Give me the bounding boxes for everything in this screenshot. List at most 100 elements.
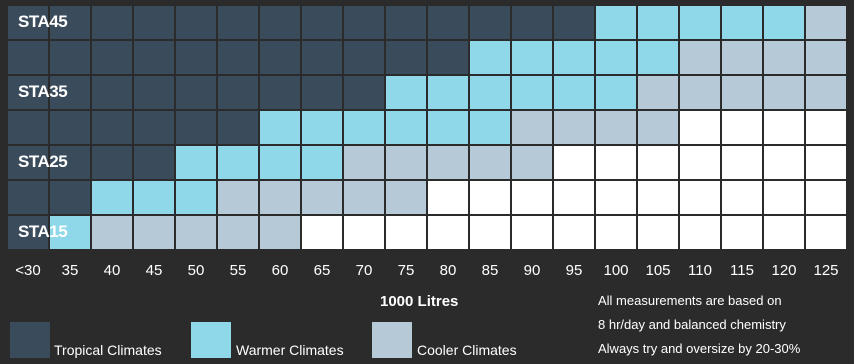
heatmap-cell: [8, 216, 48, 249]
heatmap-cell: [596, 41, 636, 74]
heatmap-cell: [512, 216, 552, 249]
heatmap-cell: [92, 181, 132, 214]
heatmap-cell: [764, 146, 804, 179]
heatmap-cell: [512, 76, 552, 109]
heatmap-cell: [260, 41, 300, 74]
heatmap-cell: [428, 76, 468, 109]
heatmap-cell: [8, 6, 48, 39]
heatmap-cell: [260, 146, 300, 179]
heatmap-cell: [428, 146, 468, 179]
heatmap-cell: [470, 111, 510, 144]
heatmap-cell: [428, 216, 468, 249]
heatmap-cell: [134, 111, 174, 144]
heatmap-cell: [260, 181, 300, 214]
heatmap-cell: [386, 6, 426, 39]
heatmap-cell: [176, 111, 216, 144]
heatmap-cell: [260, 76, 300, 109]
heatmap-cell: [8, 111, 48, 144]
x-tick-label: 80: [439, 262, 457, 279]
heatmap-cell: [92, 41, 132, 74]
heatmap-cell: [722, 146, 762, 179]
heatmap-cell: [386, 111, 426, 144]
heatmap-cell: [218, 216, 258, 249]
heatmap-cell: [218, 76, 258, 109]
heatmap-cell: [470, 6, 510, 39]
heatmap-cell: [344, 181, 384, 214]
note-line-1: All measurements are based on: [598, 293, 782, 308]
heatmap-cell: [386, 216, 426, 249]
heatmap-cell: [386, 41, 426, 74]
heatmap-cell: [554, 41, 594, 74]
heatmap-cell: [8, 76, 48, 109]
heatmap-cell: [344, 146, 384, 179]
heatmap-cell: [176, 181, 216, 214]
heatmap-cell: [134, 146, 174, 179]
heatmap-cell: [386, 181, 426, 214]
heatmap-cell: [638, 181, 678, 214]
row-label-sta25: STA25: [18, 152, 68, 171]
x-tick-label: 40: [103, 262, 121, 279]
row-label-sta45: STA45: [18, 12, 68, 31]
heatmap-cell: [638, 111, 678, 144]
heatmap-cell: [92, 146, 132, 179]
heatmap-cell: [806, 111, 846, 144]
heatmap-cell: [92, 111, 132, 144]
heatmap-cell: [218, 41, 258, 74]
heatmap-cell: [428, 181, 468, 214]
heatmap-cell: [218, 181, 258, 214]
heatmap-cell: [596, 76, 636, 109]
heatmap-cell: [470, 146, 510, 179]
heatmap-cell: [764, 216, 804, 249]
heatmap-cell: [50, 41, 90, 74]
x-tick-label: 55: [229, 262, 247, 279]
note-line-2: 8 hr/day and balanced chemistry: [598, 317, 786, 332]
heatmap-cell: [722, 6, 762, 39]
heatmap-cell: [554, 111, 594, 144]
heatmap-cell: [680, 111, 720, 144]
heatmap-cell: [554, 216, 594, 249]
legend-label-warmer: Warmer Climates: [236, 342, 344, 358]
x-tick-label: 100: [603, 262, 629, 279]
x-tick-label: 115: [730, 262, 754, 279]
heatmap-cell: [806, 181, 846, 214]
x-tick-label: 125: [813, 262, 839, 279]
heatmap-cell: [512, 111, 552, 144]
heatmap-cell: [50, 181, 90, 214]
heatmap-cell: [722, 111, 762, 144]
heatmap-cell: [302, 181, 342, 214]
heatmap-cell: [428, 6, 468, 39]
heatmap-cell: [638, 216, 678, 249]
heatmap-cell: [680, 6, 720, 39]
heatmap-cell: [134, 6, 174, 39]
heatmap-cell: [806, 216, 846, 249]
heatmap-cell: [722, 181, 762, 214]
heatmap-cell: [470, 76, 510, 109]
heatmap-cell: [764, 181, 804, 214]
legend-label-tropical: Tropical Climates: [54, 342, 162, 358]
note-line-3: Always try and oversize by 20-30%: [598, 341, 801, 356]
heatmap-cell: [176, 76, 216, 109]
heatmap-cell: [92, 6, 132, 39]
heatmap-cell: [680, 76, 720, 109]
heatmap-cell: [176, 6, 216, 39]
x-tick-label: 65: [313, 262, 331, 279]
heatmap-cell: [596, 6, 636, 39]
x-tick-label: 70: [355, 262, 373, 279]
heatmap-cell: [176, 41, 216, 74]
heatmap-cell: [512, 146, 552, 179]
heatmap-cell: [176, 216, 216, 249]
heatmap-cell: [764, 111, 804, 144]
heatmap-cell: [260, 6, 300, 39]
x-tick-label: 35: [61, 262, 79, 279]
x-tick-label: 75: [397, 262, 415, 279]
heatmap-cell: [218, 146, 258, 179]
heatmap-cell: [428, 41, 468, 74]
heatmap-cell: [386, 76, 426, 109]
heatmap-cell: [344, 111, 384, 144]
legend-label-cooler: Cooler Climates: [417, 342, 517, 358]
heatmap-cell: [638, 6, 678, 39]
x-tick-label: 45: [145, 262, 163, 279]
x-tick-label: 120: [771, 262, 797, 279]
heatmap-cell: [764, 6, 804, 39]
heatmap-cell: [344, 6, 384, 39]
